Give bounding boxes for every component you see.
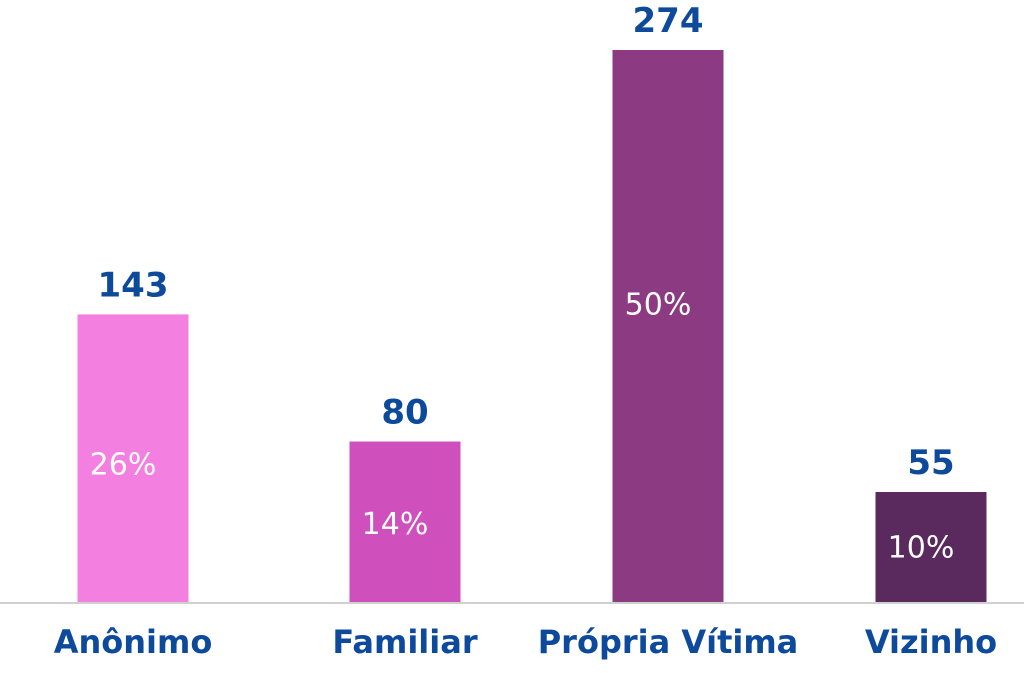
value-label-vizinho: 55	[907, 443, 954, 483]
percent-label-propria-vitima: 50%	[625, 287, 692, 322]
labels-group: 143 26% Anônimo 80 14% Familiar 274 50% Própria …	[54, 1, 997, 661]
bars-group	[77, 50, 987, 603]
percent-label-vizinho: 10%	[888, 530, 955, 565]
value-label-familiar: 80	[381, 393, 428, 433]
category-label-familiar: Familiar	[332, 623, 477, 661]
category-label-propria-vitima: Própria Vítima	[538, 623, 799, 661]
category-label-vizinho: Vizinho	[865, 623, 997, 661]
percent-label-familiar: 14%	[362, 507, 429, 542]
bar-propria-vitima	[612, 50, 724, 603]
bar-familiar	[349, 441, 461, 603]
bar-vizinho	[875, 491, 987, 603]
bar-anonimo	[77, 314, 189, 603]
value-label-anonimo: 143	[98, 265, 169, 305]
category-label-anonimo: Anônimo	[54, 623, 213, 661]
percent-label-anonimo: 26%	[90, 447, 157, 482]
value-label-propria-vitima: 274	[633, 1, 704, 41]
